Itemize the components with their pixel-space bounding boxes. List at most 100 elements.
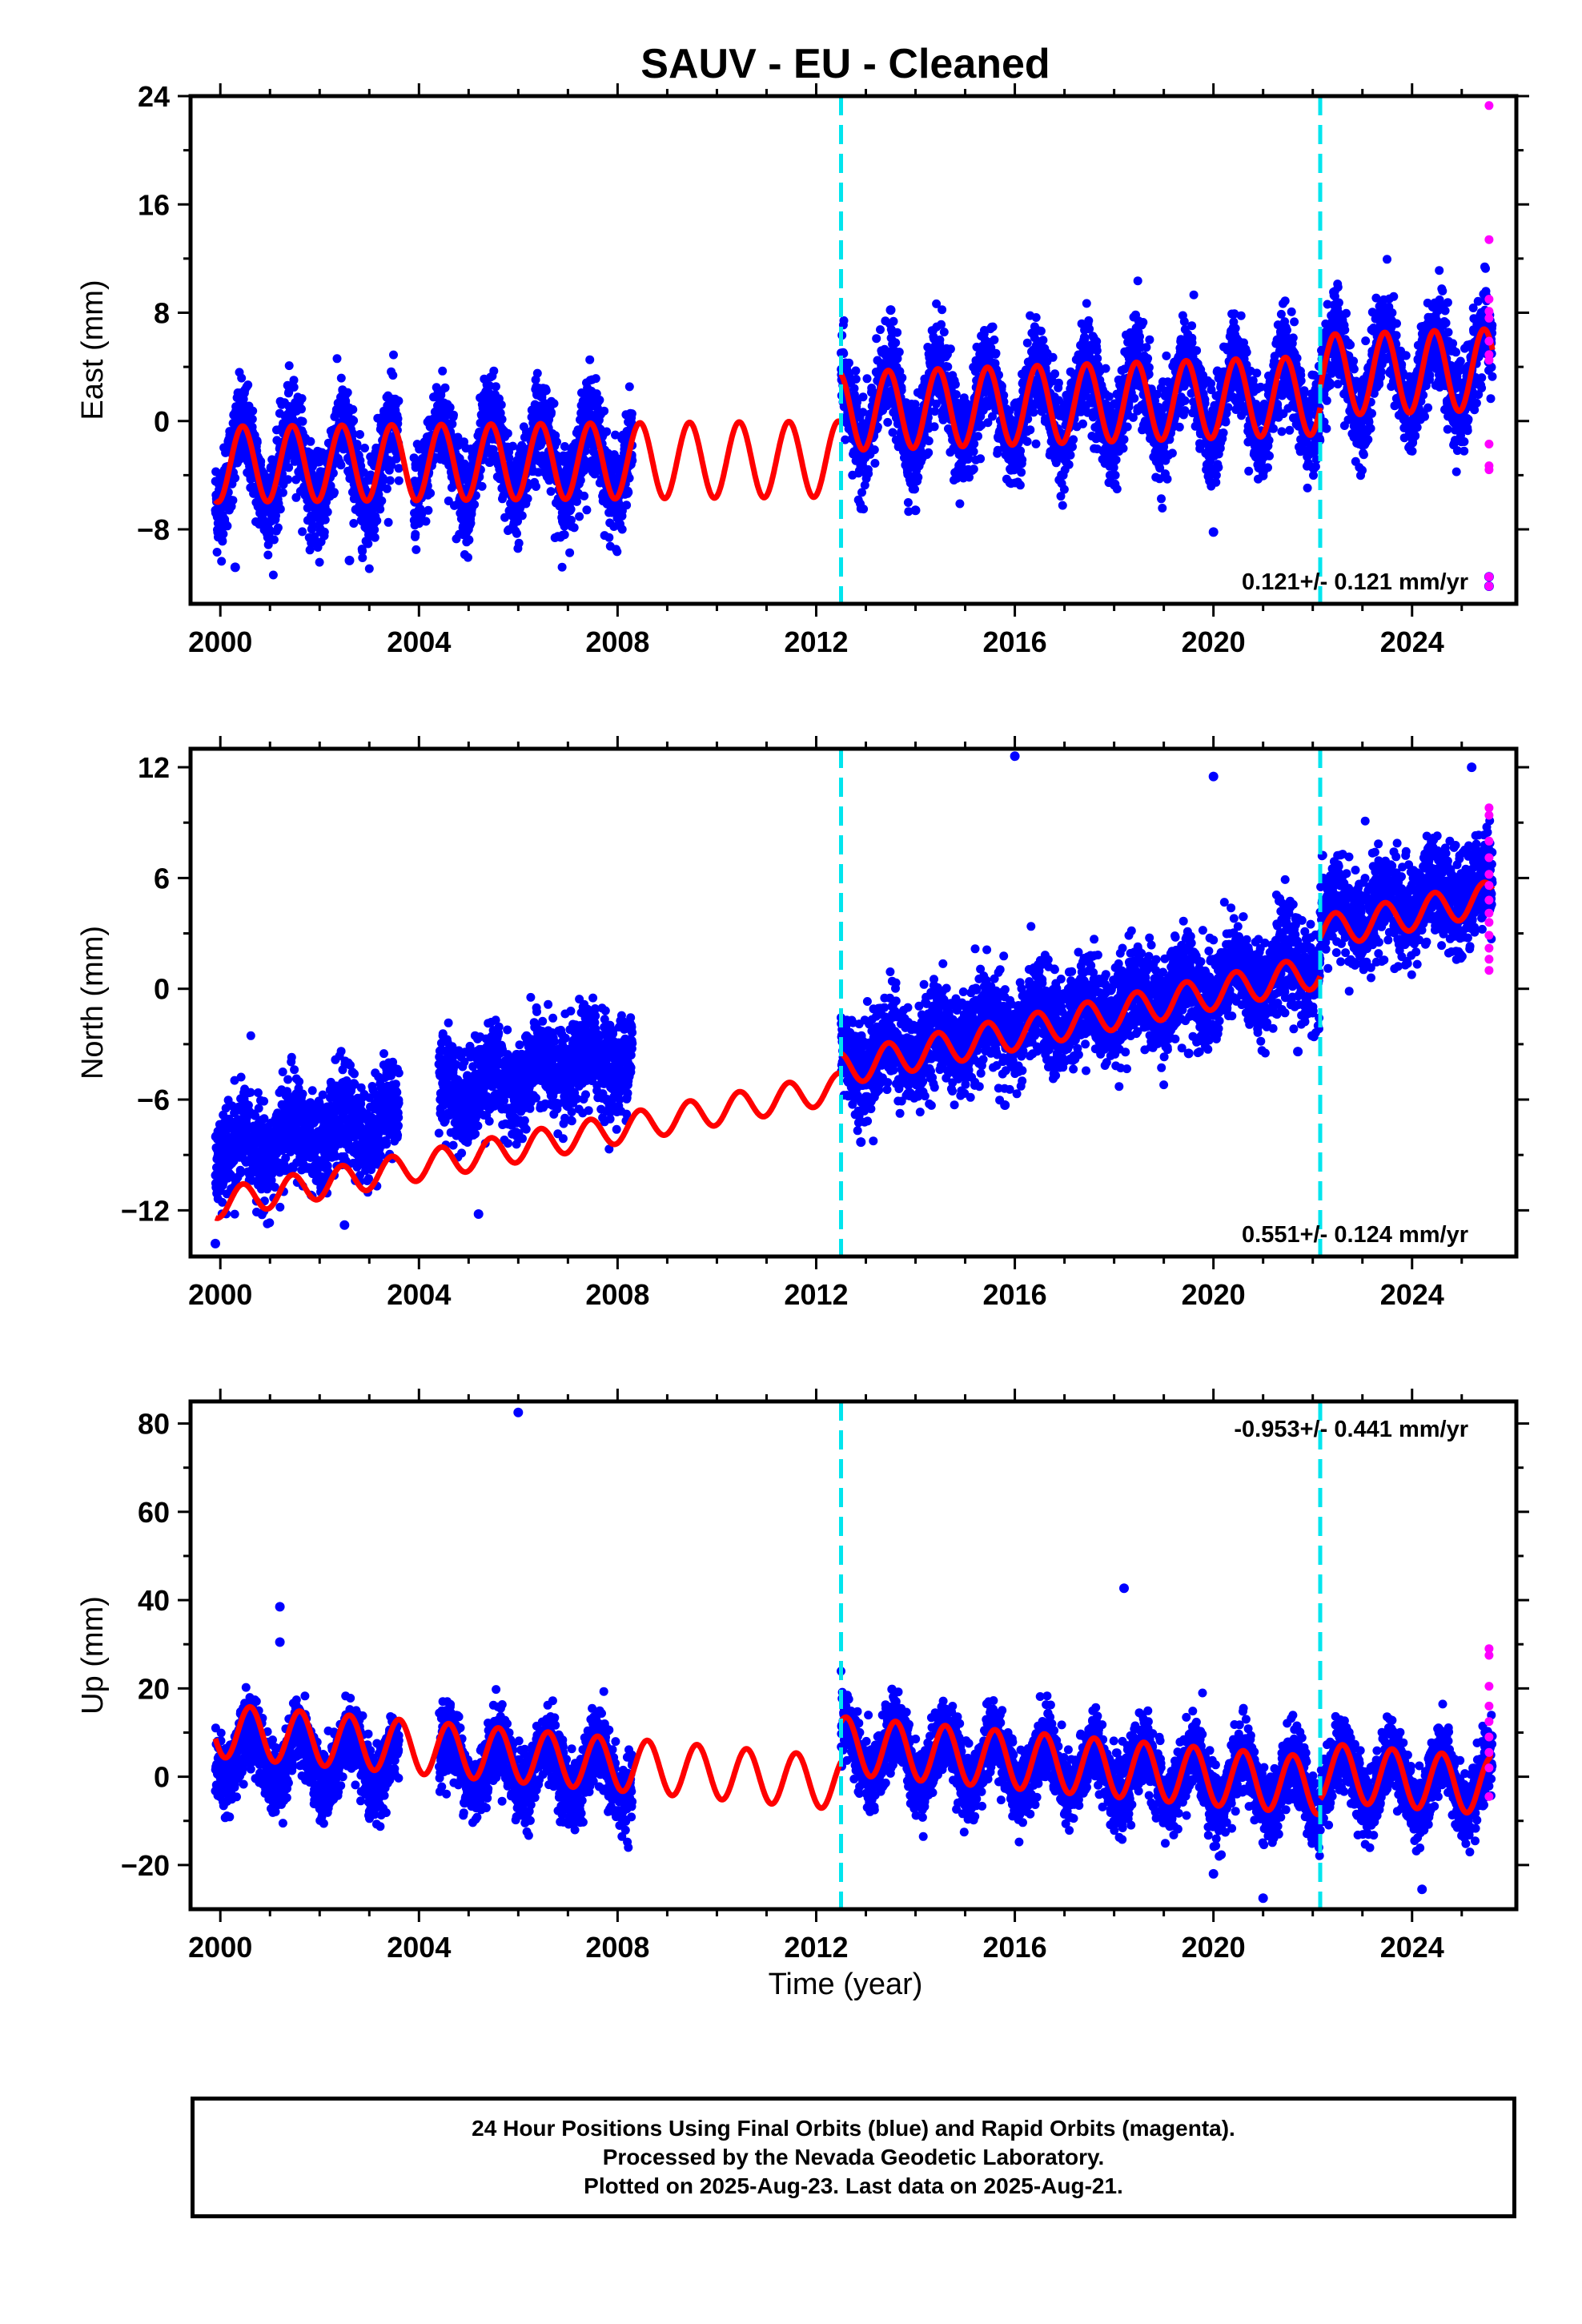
final-orbit-point [624, 382, 634, 392]
final-orbit-point [503, 428, 512, 438]
final-orbit-point [424, 505, 433, 515]
final-orbit-point [394, 464, 404, 473]
final-orbit-point [289, 383, 299, 392]
final-orbit-point [217, 557, 227, 566]
final-orbit-point [1211, 470, 1221, 480]
final-orbit-point [364, 564, 374, 573]
final-orbit-point [460, 459, 469, 468]
final-orbit-point [370, 533, 379, 542]
final-orbit-point [617, 525, 627, 534]
final-orbit-point [622, 501, 632, 510]
final-orbit-point [970, 439, 979, 448]
final-orbit-point [969, 464, 978, 474]
final-orbit-point [228, 496, 238, 505]
final-orbit-point [421, 517, 431, 526]
final-orbit-point [464, 553, 472, 562]
final-orbit-point [1189, 290, 1199, 300]
final-orbit-point [319, 527, 329, 537]
east-panel: 2000 2004 2008 2012 2016 2020 2024−8081624East… [76, 80, 1529, 658]
final-orbit-point [237, 373, 247, 383]
final-orbit-point [453, 432, 463, 442]
final-orbit-point [1069, 435, 1078, 444]
final-orbit-point [388, 371, 398, 380]
final-orbit-point [950, 380, 960, 389]
final-orbit-point [326, 481, 335, 491]
final-orbit-point [438, 366, 448, 376]
final-orbit-point [872, 334, 881, 344]
final-orbit-point [891, 338, 901, 348]
final-orbit-point [969, 447, 978, 456]
final-orbit-point [349, 519, 359, 528]
final-orbit-point [265, 529, 275, 538]
final-orbit-point [360, 444, 369, 452]
final-orbit-point [448, 420, 457, 428]
final-orbit-point [378, 473, 387, 483]
final-orbit-point [330, 488, 339, 497]
final-orbit-point [377, 496, 387, 505]
final-orbit-point [491, 382, 500, 392]
final-orbit-point [893, 328, 902, 337]
final-orbit-point [358, 553, 367, 562]
final-orbit-point [946, 344, 955, 354]
final-orbit-point [876, 325, 885, 335]
final-orbit-point [604, 533, 614, 542]
final-orbit-point [383, 517, 393, 527]
final-orbit-point [336, 460, 346, 470]
final-orbit-point [263, 550, 273, 560]
final-orbit-point [858, 392, 868, 402]
final-orbit-point [1082, 299, 1091, 308]
final-orbit-point [924, 436, 934, 446]
final-orbit-point [305, 545, 315, 555]
final-orbit-point [1180, 396, 1190, 405]
final-orbit-point [417, 509, 427, 519]
final-orbit-point [913, 472, 923, 482]
final-orbit-point [549, 399, 559, 408]
final-orbit-point [1110, 470, 1120, 480]
final-orbit-point [575, 512, 584, 521]
final-orbit-point [336, 373, 346, 383]
final-orbit-point [1084, 316, 1094, 325]
final-orbit-point [1135, 332, 1144, 341]
final-orbit-point [1174, 422, 1184, 432]
final-orbit-point [283, 475, 293, 485]
final-orbit-point [306, 436, 315, 446]
final-orbit-point [275, 505, 285, 514]
final-orbit-point [851, 374, 861, 384]
final-orbit-point [349, 416, 359, 425]
final-orbit-point [370, 525, 379, 534]
final-orbit-point [298, 527, 307, 537]
final-orbit-point [910, 485, 919, 494]
final-orbit-point [1050, 369, 1060, 379]
final-orbit-point [497, 415, 507, 424]
final-orbit-point [582, 505, 592, 515]
final-orbit-point [1104, 392, 1114, 401]
final-orbit-point [248, 406, 258, 416]
final-orbit-point [523, 494, 532, 504]
final-orbit-point [1187, 338, 1197, 348]
final-orbit-point [297, 404, 306, 414]
final-orbit-point [976, 454, 986, 464]
final-orbit-point [341, 396, 351, 406]
final-orbit-point [1192, 346, 1202, 356]
final-orbit-point [1066, 450, 1075, 460]
final-orbit-point [930, 407, 940, 416]
final-orbit-point [1048, 352, 1058, 362]
final-orbit-point [1036, 326, 1046, 336]
final-orbit-point [862, 374, 872, 384]
final-orbit-point [1111, 455, 1121, 464]
final-orbit-point [219, 529, 228, 539]
final-orbit-point [328, 468, 338, 478]
final-orbit-point [851, 366, 861, 376]
final-orbit-point [624, 488, 633, 497]
final-orbit-point [289, 376, 299, 385]
final-orbit-point [1119, 435, 1129, 444]
final-orbit-point [930, 422, 939, 432]
final-orbit-point [1016, 446, 1026, 456]
final-orbit-point [348, 404, 358, 414]
final-orbit-point [273, 523, 283, 533]
final-orbit-point [883, 417, 893, 427]
final-orbit-point [243, 380, 253, 390]
final-orbit-point [591, 374, 600, 384]
final-orbit-point [440, 383, 450, 392]
